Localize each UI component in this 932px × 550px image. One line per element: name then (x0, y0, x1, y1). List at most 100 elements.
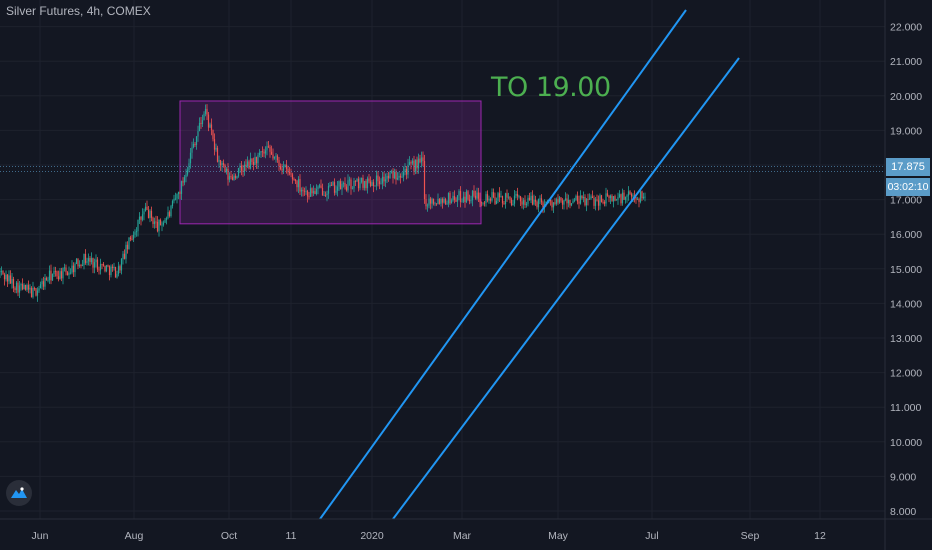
price-target-label[interactable]: TO 19.00 (491, 72, 611, 103)
candle-body (440, 198, 442, 204)
candle-body (5, 274, 7, 280)
candle-body (114, 266, 117, 278)
candle-body (342, 182, 345, 184)
candle-body (149, 210, 151, 218)
candle-body (42, 281, 45, 287)
y-tick-label: 19.000 (890, 125, 922, 137)
candle-body (132, 234, 135, 240)
candle-body (431, 198, 433, 204)
candle-body (581, 195, 583, 199)
candle-body (155, 221, 157, 223)
candle-body (110, 266, 112, 276)
candle-body (359, 182, 361, 189)
candle-body (530, 195, 532, 201)
candle-body (126, 244, 129, 250)
candle-body (449, 192, 451, 204)
candle-body (366, 178, 369, 189)
candle-body (99, 263, 102, 271)
price-axis[interactable]: 8.000 9.000 10.000 11.000 12.000 13.000 14.000… (890, 22, 922, 518)
candle-body (108, 266, 111, 276)
candle-body (281, 169, 283, 171)
candle-body (102, 263, 105, 266)
candle-body (465, 191, 468, 203)
candle-body (555, 199, 558, 204)
candle-body (71, 265, 73, 273)
candle-body (428, 198, 430, 206)
channel-lower-trendline[interactable] (392, 57, 740, 520)
candle-body (419, 158, 421, 163)
x-tick-label: Jul (645, 530, 658, 542)
candle-body (495, 200, 498, 204)
candle-body (74, 263, 76, 273)
candle-body (575, 195, 577, 200)
tradingview-logo-icon[interactable] (6, 480, 32, 506)
candle-body (213, 139, 216, 150)
candle-body (246, 161, 249, 167)
candle-body (405, 168, 408, 175)
candle-body (324, 194, 327, 196)
candle-body (332, 182, 334, 186)
candle-body (537, 199, 540, 208)
candle-body (383, 176, 385, 182)
candle-body (350, 179, 352, 189)
candle-body (605, 193, 607, 204)
candle-body (266, 146, 268, 151)
candle-body (470, 200, 472, 202)
candle-body (185, 174, 187, 178)
candle-body (69, 272, 72, 274)
time-axis[interactable]: Jun Aug Oct 11 2020 Mar May Jul Sep 12 (32, 530, 826, 542)
candle-body (416, 159, 418, 169)
x-tick-label: 11 (286, 530, 297, 542)
candle-body (134, 232, 136, 235)
candle-body (122, 253, 124, 260)
candle-body (153, 221, 156, 224)
y-tick-label: 21.000 (890, 56, 922, 68)
candle-body (614, 196, 616, 201)
consolidation-range-box[interactable] (179, 100, 482, 225)
candle-body (480, 202, 483, 204)
candle-body (233, 175, 235, 180)
candle-body (92, 258, 94, 268)
candle-body (168, 212, 171, 217)
candle-body (354, 180, 357, 182)
candle-body (107, 265, 109, 267)
candle-body (236, 176, 238, 178)
candle-body (464, 196, 466, 203)
candle-body (638, 198, 640, 202)
candle-body (57, 276, 60, 280)
candle-body (522, 200, 525, 205)
x-tick-label: Jun (32, 530, 49, 542)
candle-body (534, 199, 537, 202)
candle-body (420, 157, 423, 163)
candle-body (207, 114, 210, 128)
candle-body (261, 151, 264, 152)
candle-body (441, 198, 444, 203)
candle-body (363, 180, 366, 188)
candle-body (90, 258, 93, 263)
candle-body (228, 176, 231, 180)
candle-body (167, 212, 169, 219)
candle-body (399, 175, 402, 178)
candle-body (212, 130, 214, 140)
candle-body (182, 181, 184, 183)
candle-body (219, 160, 222, 166)
candle-body (128, 237, 130, 250)
channel-upper-trendline[interactable] (319, 9, 687, 520)
candle-body (264, 150, 267, 154)
candle-body (483, 202, 486, 204)
candle-body (248, 161, 250, 169)
candle-body (353, 180, 355, 189)
candle-body (282, 166, 285, 171)
candle-body (471, 190, 474, 201)
candle-body (531, 195, 534, 205)
candle-body (77, 259, 79, 267)
candle-body (536, 201, 538, 208)
y-tick-label: 16.000 (890, 229, 922, 241)
candle-body (518, 196, 520, 198)
candle-body (377, 175, 379, 182)
candle-body (371, 182, 373, 186)
candle-body (615, 199, 618, 201)
candle-body (501, 196, 504, 204)
